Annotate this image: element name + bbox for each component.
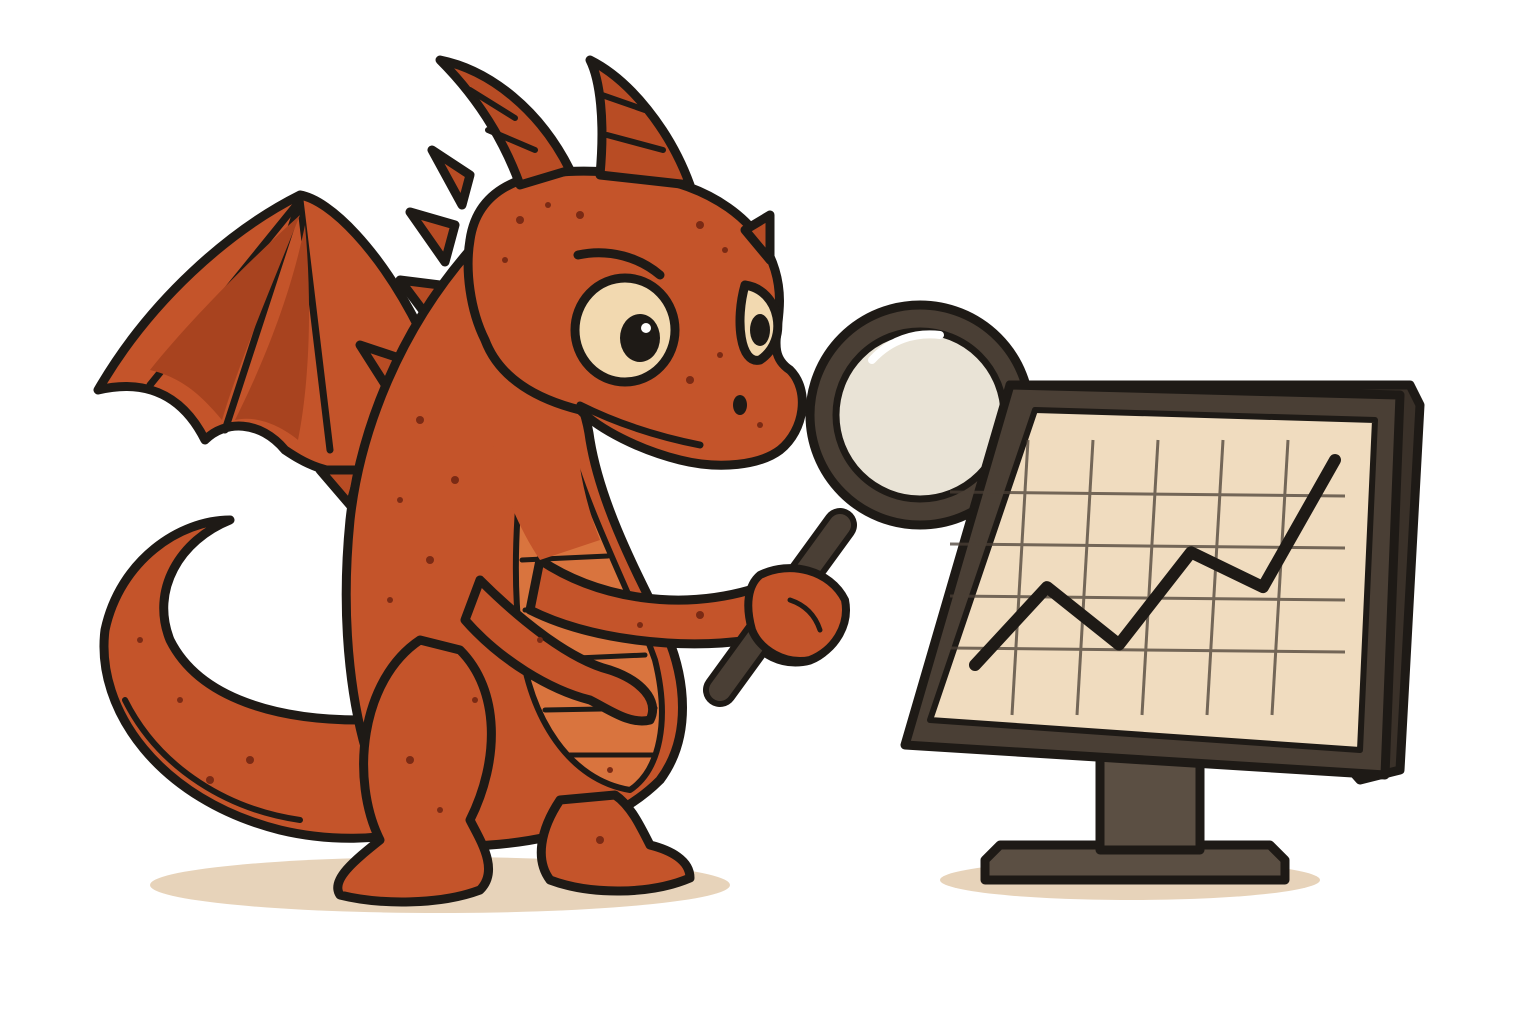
chart-grid-vertical xyxy=(1270,439,1290,716)
dragon-front-foot xyxy=(536,790,695,896)
dragon-left-arm xyxy=(460,575,658,726)
monitor-stand-base xyxy=(980,840,1290,885)
chart-grid-vertical xyxy=(1205,439,1225,716)
chart-grid-horizontal xyxy=(949,646,1346,654)
chart-grid-horizontal xyxy=(949,490,1346,498)
chart-grid-vertical xyxy=(1140,439,1160,716)
dragon-hind-leg xyxy=(333,635,496,907)
dragon-pupil xyxy=(620,314,660,362)
dragon-mouth xyxy=(576,401,704,449)
dragon-tail xyxy=(99,515,425,843)
dragon-wing xyxy=(93,190,425,478)
monitor-chart-line xyxy=(969,454,1341,671)
chart-grid-vertical xyxy=(1075,439,1095,716)
dragon-nostril xyxy=(733,395,747,415)
dragon-brow xyxy=(573,248,665,280)
chart-grid-vertical xyxy=(1010,439,1030,716)
dragon-hand xyxy=(744,564,850,665)
dragon-speckles xyxy=(137,202,763,844)
dragon-horns xyxy=(435,55,695,190)
magnifying-glass-lens xyxy=(832,327,1008,503)
chart-grid-horizontal xyxy=(949,594,1346,602)
dragon xyxy=(93,55,842,907)
